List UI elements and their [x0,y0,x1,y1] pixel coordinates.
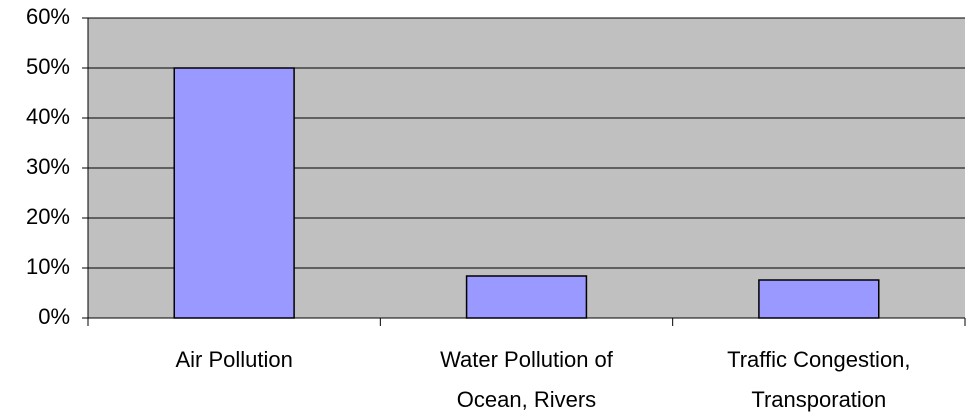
y-tick-label: 10% [26,254,70,279]
y-tick-label: 50% [26,54,70,79]
x-tick-label: Air Pollution [175,347,293,372]
y-tick-label: 0% [38,304,70,329]
y-tick-label: 60% [26,4,70,29]
y-tick-label: 20% [26,204,70,229]
bar [465,275,588,319]
x-tick-label: Water Pollution of Ocean, Rivers [440,347,613,412]
y-tick-label: 30% [26,154,70,179]
y-tick-label: 40% [26,104,70,129]
x-tick-label: Traffic Congestion, Transporation [727,347,911,412]
bar [758,279,880,319]
bar [173,67,295,319]
